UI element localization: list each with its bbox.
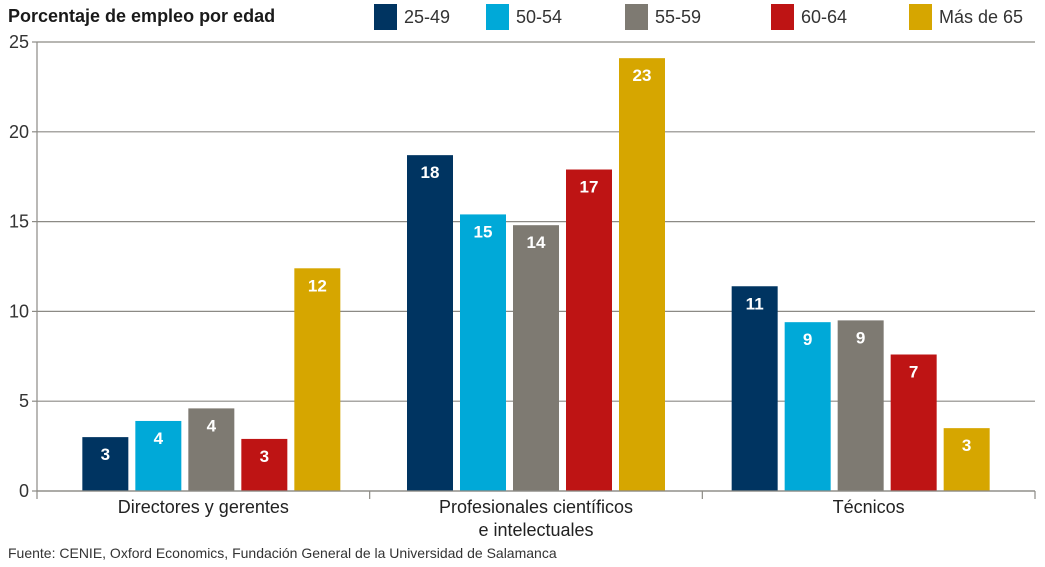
bar-value-label: 23: [633, 66, 652, 85]
bar: [513, 225, 559, 491]
bar: [188, 408, 235, 491]
chart-title: Porcentaje de empleo por edad: [8, 6, 275, 26]
bar: [731, 286, 778, 491]
bar: [943, 428, 990, 491]
y-tick-label: 10: [9, 301, 29, 321]
x-category-label: Directores y gerentes: [118, 497, 289, 517]
bar: [890, 354, 937, 491]
legend-label: 55-59: [655, 7, 701, 27]
bar-value-label: 3: [260, 447, 269, 466]
x-category-label: e intelectuales: [478, 520, 593, 540]
bar-value-label: 9: [856, 328, 865, 347]
legend-swatch-50-54: [486, 4, 509, 30]
x-category-label: Técnicos: [833, 497, 905, 517]
bar-value-label: 7: [909, 363, 918, 382]
bar-value-label: 3: [962, 436, 971, 455]
bar: [619, 58, 665, 491]
x-axis: Directores y gerentes Profesionales cient…: [37, 490, 1036, 540]
legend-swatch-60-64: [771, 4, 794, 30]
legend-label: 50-54: [516, 7, 562, 27]
bar-value-label: 17: [580, 178, 599, 197]
bar-value-label: 9: [803, 330, 812, 349]
legend-swatch-25-49: [374, 4, 397, 30]
bar-value-label: 11: [746, 294, 764, 313]
bar: [135, 420, 182, 491]
bar: [241, 438, 288, 491]
x-category-label: Profesionales científicos: [439, 497, 633, 517]
y-tick-label: 15: [9, 212, 29, 232]
y-axis: 0 5 10 15 20 25: [9, 32, 38, 501]
bar: [837, 320, 884, 491]
legend-label: 25-49: [404, 7, 450, 27]
legend-label: 60-64: [801, 7, 847, 27]
source-note: Fuente: CENIE, Oxford Economics, Fundaci…: [8, 545, 557, 561]
bar-value-label: 15: [474, 222, 493, 241]
y-tick-label: 0: [19, 481, 29, 501]
legend-swatch-más-de-65: [909, 4, 932, 30]
bar-value-label: 4: [154, 429, 164, 448]
bar: [294, 268, 341, 491]
legend: 25-49 50-54 55-59 60-64 Más de 65: [374, 4, 1023, 30]
bar: [566, 169, 612, 492]
bar: [407, 155, 453, 491]
bar-value-label: 4: [207, 416, 217, 435]
legend-label: Más de 65: [939, 7, 1023, 27]
bar-value-label: 12: [308, 276, 327, 295]
bar: [82, 437, 129, 491]
y-tick-label: 25: [9, 32, 29, 52]
bar-value-label: 18: [421, 163, 440, 182]
bar-value-label: 14: [527, 233, 546, 252]
y-tick-label: 20: [9, 122, 29, 142]
bar-value-label: 3: [101, 445, 110, 464]
bars: 3 4 4 3 12 18 15 14 17 23 11 9 9 7 3: [82, 58, 990, 492]
y-tick-label: 5: [19, 391, 29, 411]
legend-swatch-55-59: [625, 4, 648, 30]
bar: [460, 214, 506, 491]
bar: [784, 322, 831, 491]
